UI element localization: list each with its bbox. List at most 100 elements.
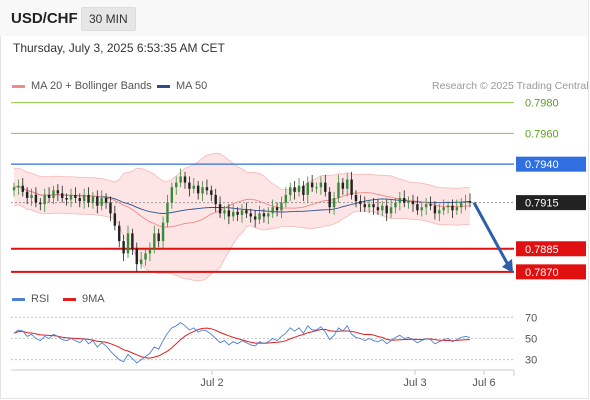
candle-body <box>381 205 384 211</box>
candle-body <box>332 198 336 208</box>
candle-body <box>267 213 270 217</box>
candle-body <box>324 182 327 192</box>
candle-body <box>65 198 68 200</box>
candle-body <box>416 204 419 211</box>
legend-ma50-label: MA 50 <box>176 80 208 92</box>
rsi-panel-layer: 70 50 30 <box>11 312 537 367</box>
candle-body <box>205 187 209 191</box>
forecast-arrow-shaft <box>472 201 510 266</box>
candle-body <box>376 207 380 211</box>
candle-body <box>306 182 309 195</box>
candle-body <box>424 204 428 208</box>
candle-body <box>337 182 340 198</box>
candle-body <box>166 202 169 223</box>
candle-body <box>39 202 42 205</box>
candle-body <box>21 185 24 192</box>
interval-button[interactable]: 30 MIN <box>81 7 136 31</box>
x-tick-label-0: Jul 2 <box>200 377 223 389</box>
candle-body <box>175 182 178 188</box>
level-labels-layer: 0.7980 0.7960 0.7940 0.7915 0.7885 0.7870 <box>516 98 586 280</box>
candle-body <box>328 191 331 208</box>
legend-9ma-swatch <box>63 297 76 301</box>
candle-body <box>223 210 226 214</box>
candle-body <box>341 182 345 189</box>
level-label-5: 0.7870 <box>525 267 559 279</box>
symbol-title: USD/CHF <box>11 10 78 27</box>
candle-body <box>12 187 16 191</box>
candle-body <box>139 259 143 265</box>
credit-text: Research © 2025 Trading Central <box>432 80 589 92</box>
level-label-box-4 <box>516 241 586 257</box>
candle-body <box>96 196 99 206</box>
rsi-tick-label-2: 30 <box>525 355 537 367</box>
candle-body <box>135 248 138 265</box>
candle-body <box>87 194 90 203</box>
candle-body <box>249 213 252 217</box>
candle-body <box>258 213 261 220</box>
candle-body <box>411 201 415 205</box>
candle-body <box>315 187 318 189</box>
candle-body <box>451 205 454 211</box>
legend-ma20-label: MA 20 + Bollinger Bands <box>31 80 152 92</box>
candle-body <box>280 202 283 211</box>
candle-body <box>210 190 213 195</box>
level-label-0: 0.7980 <box>525 98 559 110</box>
candle-body <box>394 202 397 208</box>
forecast-arrow-head <box>502 258 513 273</box>
candle-body <box>192 185 195 189</box>
candle-body <box>218 204 222 214</box>
candles-layer <box>12 168 472 272</box>
legend-ma20: MA 20 + Bollinger Bands <box>12 80 152 92</box>
candle-body <box>460 202 463 208</box>
candle-body <box>183 176 187 183</box>
candle-body <box>297 185 301 192</box>
candle-body <box>34 194 38 203</box>
forecast-arrow-layer <box>472 201 513 273</box>
legend-rsi-swatch <box>12 297 25 301</box>
candle-body <box>363 204 366 208</box>
candle-body <box>293 187 296 192</box>
candle-body <box>122 241 125 254</box>
header-bar: USD/CHF 30 MIN <box>0 0 588 36</box>
candle-body <box>43 194 46 205</box>
candle-body <box>126 233 130 254</box>
candle-body <box>420 207 423 211</box>
candle-body <box>227 210 231 217</box>
level-label-4: 0.7885 <box>525 244 559 256</box>
candle-body <box>253 216 257 220</box>
candle-body <box>346 179 349 189</box>
candle-body <box>131 233 134 249</box>
candle-body <box>389 207 393 214</box>
candle-body <box>284 194 288 203</box>
candle-body <box>319 182 323 188</box>
rsi-line <box>13 322 471 364</box>
candle-body <box>78 198 81 202</box>
level-label-box-3 <box>516 195 586 211</box>
candle-body <box>350 179 353 195</box>
candle-body <box>52 190 55 198</box>
candle-body <box>407 201 410 203</box>
rsi-9ma-line <box>13 327 471 359</box>
candle-body <box>153 233 156 249</box>
candle-body <box>275 207 279 211</box>
candle-body <box>245 210 248 214</box>
candle-body <box>91 196 95 203</box>
rsi-tick-label-1: 50 <box>525 334 537 346</box>
legend-rsi-label: RSI <box>31 293 50 305</box>
level-lines-layer <box>11 102 514 273</box>
level-label-3: 0.7915 <box>525 198 559 210</box>
candle-body <box>442 207 445 211</box>
candle-body <box>372 204 375 208</box>
bollinger-lower <box>13 204 471 281</box>
candle-body <box>25 191 29 198</box>
legend-ma20-swatch <box>12 84 25 88</box>
candle-body <box>271 207 274 214</box>
candle-body <box>196 185 200 194</box>
candle-body <box>104 198 108 203</box>
candle-body <box>118 225 121 242</box>
legend-ma50-swatch <box>157 84 170 88</box>
candle-body <box>302 185 305 195</box>
candle-body <box>188 182 191 189</box>
candle-body <box>214 194 217 205</box>
